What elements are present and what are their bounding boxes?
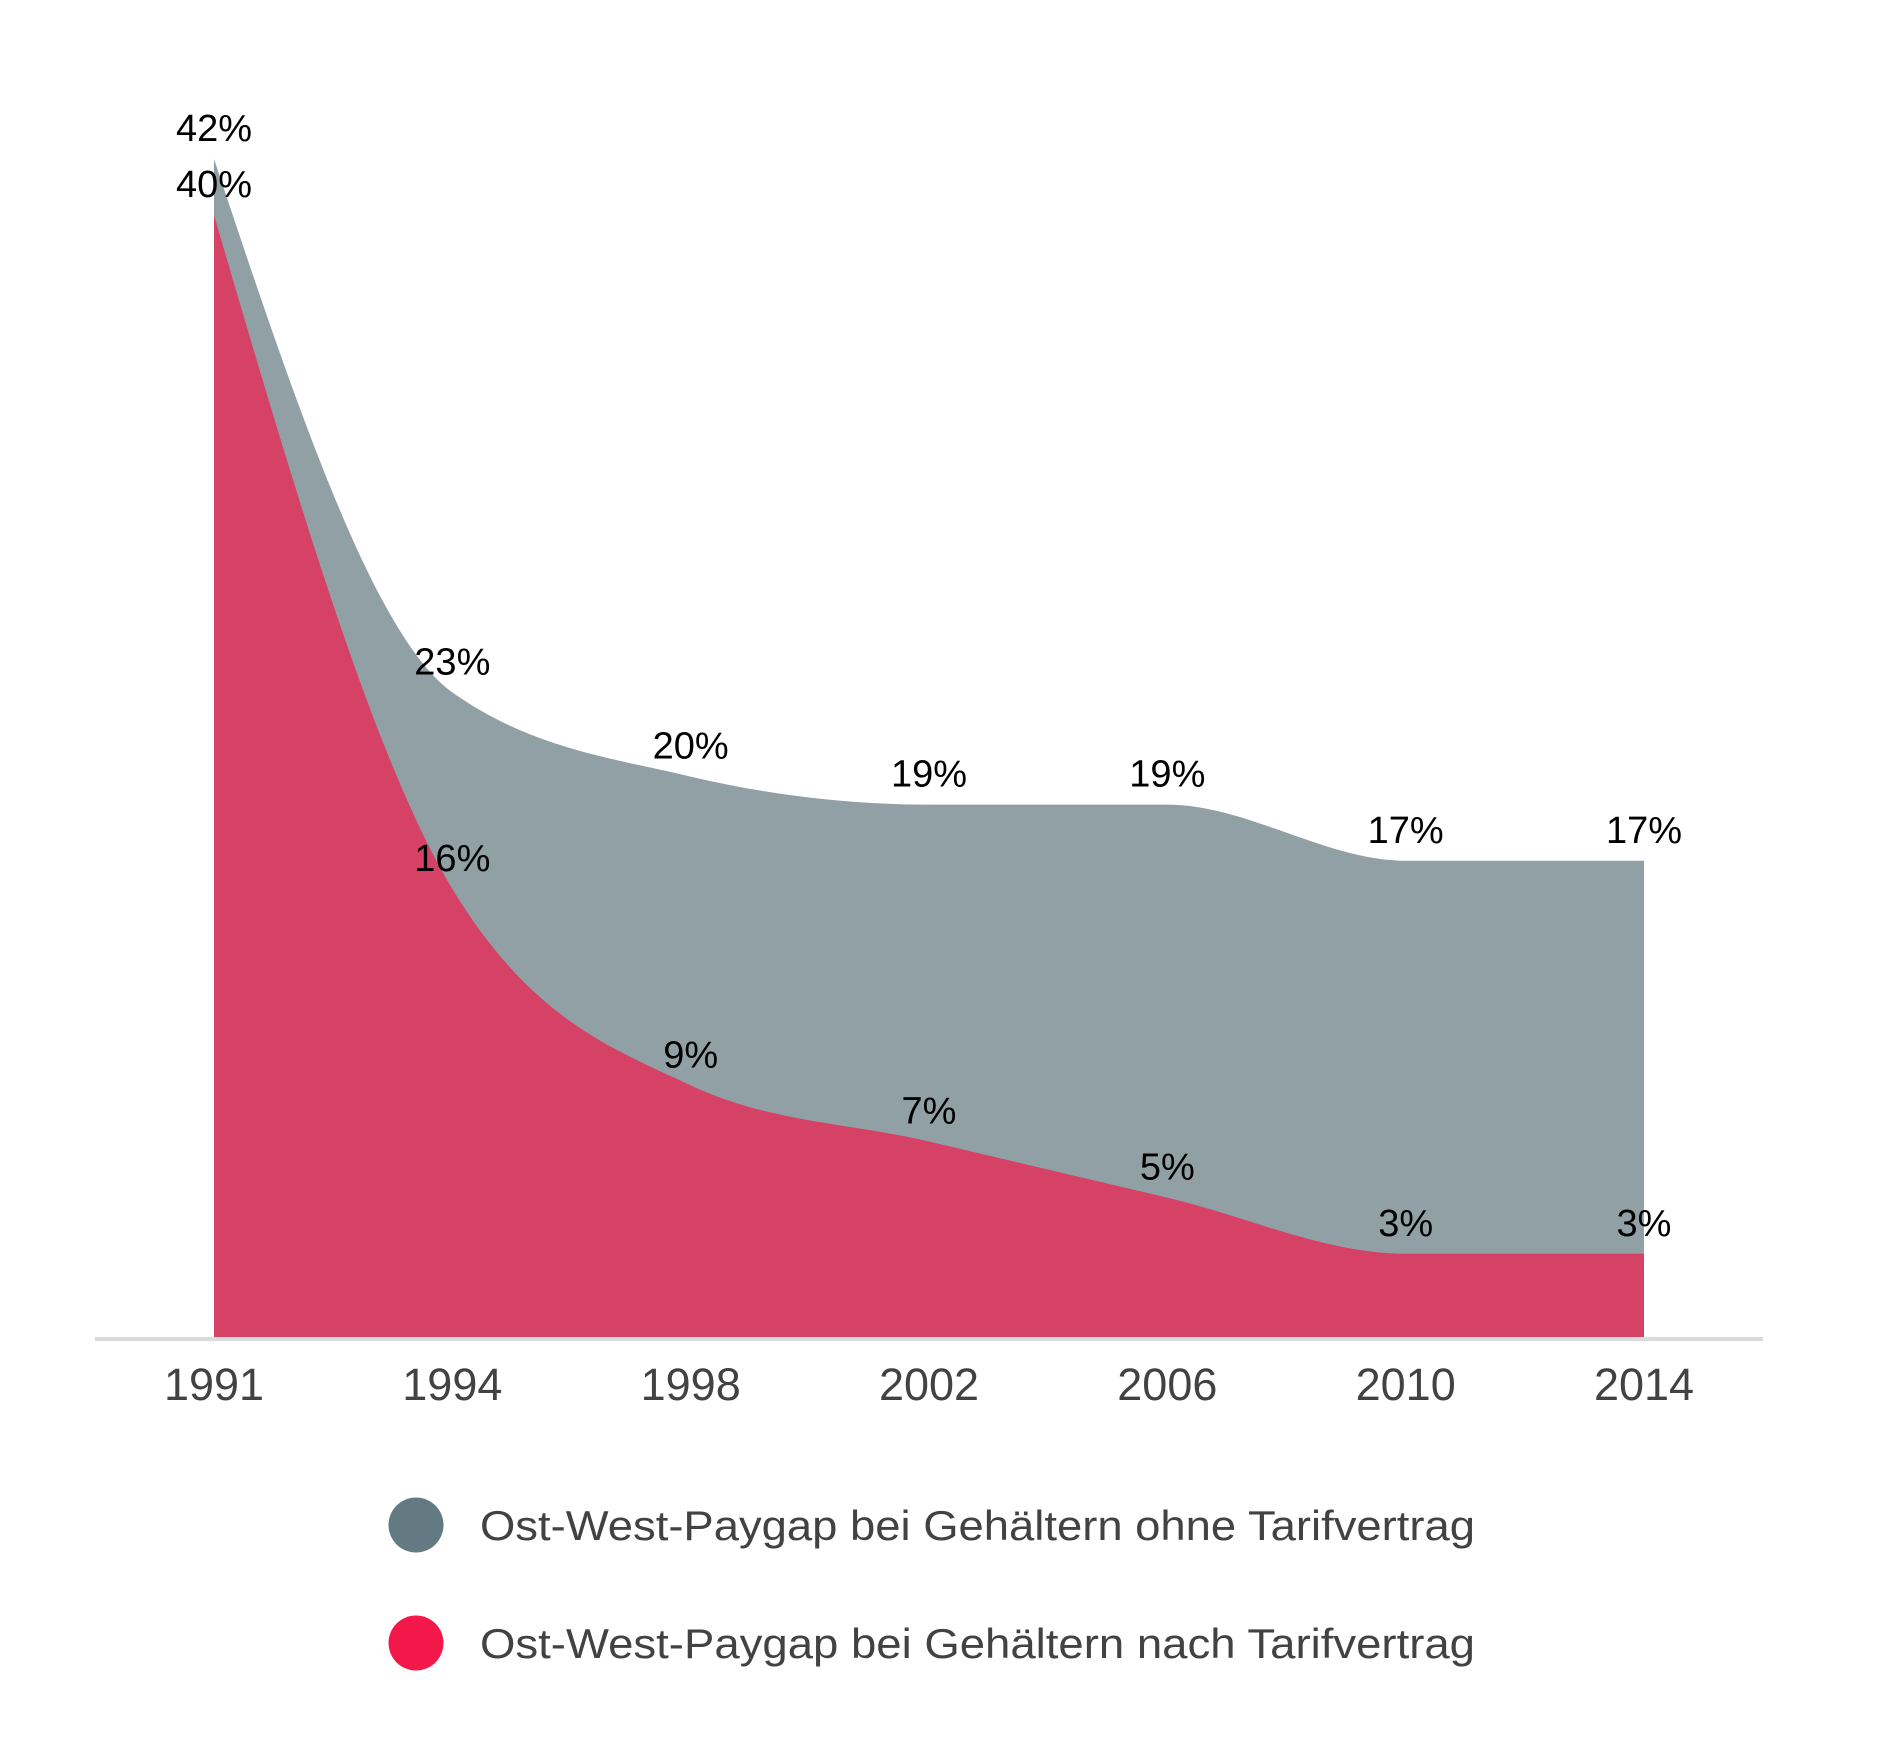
area-nach-tarifvertrag (214, 215, 1644, 1339)
data-label-ohne-tarifvertrag: 17% (1606, 810, 1682, 852)
legend-swatch-ohne-tarifvertrag (388, 1497, 444, 1553)
x-tick-label: 1998 (641, 1359, 741, 1410)
legend-swatch-nach-tarifvertrag (388, 1615, 444, 1671)
data-label-ohne-tarifvertrag: 17% (1368, 810, 1444, 852)
legend: Ost-West-Paygap bei Gehältern ohne Tarif… (388, 1497, 1476, 1671)
x-tick-label: 2006 (1117, 1359, 1217, 1410)
data-label-nach-tarifvertrag: 3% (1617, 1203, 1672, 1245)
data-label-nach-tarifvertrag: 16% (414, 838, 490, 880)
data-label-ohne-tarifvertrag: 19% (1129, 754, 1205, 796)
value-labels: 42% 23% 20% 19% 19% 17% 17% 40% 16% 9% 7% 5% 3% 3% (176, 108, 1682, 1245)
x-axis-tick-labels: 1991 1994 1998 2002 2006 2010 2014 (164, 1359, 1694, 1410)
x-tick-label: 2002 (879, 1359, 979, 1410)
x-tick-label: 2010 (1356, 1359, 1456, 1410)
data-label-ohne-tarifvertrag: 19% (891, 754, 967, 796)
x-tick-label: 2014 (1594, 1359, 1694, 1410)
legend-item-nach-tarifvertrag[interactable]: Ost-West-Paygap bei Gehältern nach Tarif… (388, 1615, 1476, 1671)
legend-label-ohne-tarifvertrag: Ost-West-Paygap bei Gehältern ohne Tarif… (480, 1502, 1475, 1549)
area-layer (214, 159, 1644, 1339)
data-label-nach-tarifvertrag: 9% (663, 1034, 718, 1076)
data-label-ohne-tarifvertrag: 20% (653, 726, 729, 768)
data-label-nach-tarifvertrag: 5% (1140, 1147, 1195, 1189)
data-label-nach-tarifvertrag: 3% (1378, 1203, 1433, 1245)
x-tick-label: 1994 (402, 1359, 502, 1410)
legend-label-nach-tarifvertrag: Ost-West-Paygap bei Gehältern nach Tarif… (480, 1620, 1475, 1667)
data-label-nach-tarifvertrag: 7% (902, 1091, 957, 1133)
x-tick-label: 1991 (164, 1359, 264, 1410)
data-label-nach-tarifvertrag: 40% (176, 164, 252, 206)
data-label-ohne-tarifvertrag: 23% (414, 641, 490, 683)
data-label-ohne-tarifvertrag: 42% (176, 108, 252, 150)
legend-item-ohne-tarifvertrag[interactable]: Ost-West-Paygap bei Gehältern ohne Tarif… (388, 1497, 1476, 1553)
